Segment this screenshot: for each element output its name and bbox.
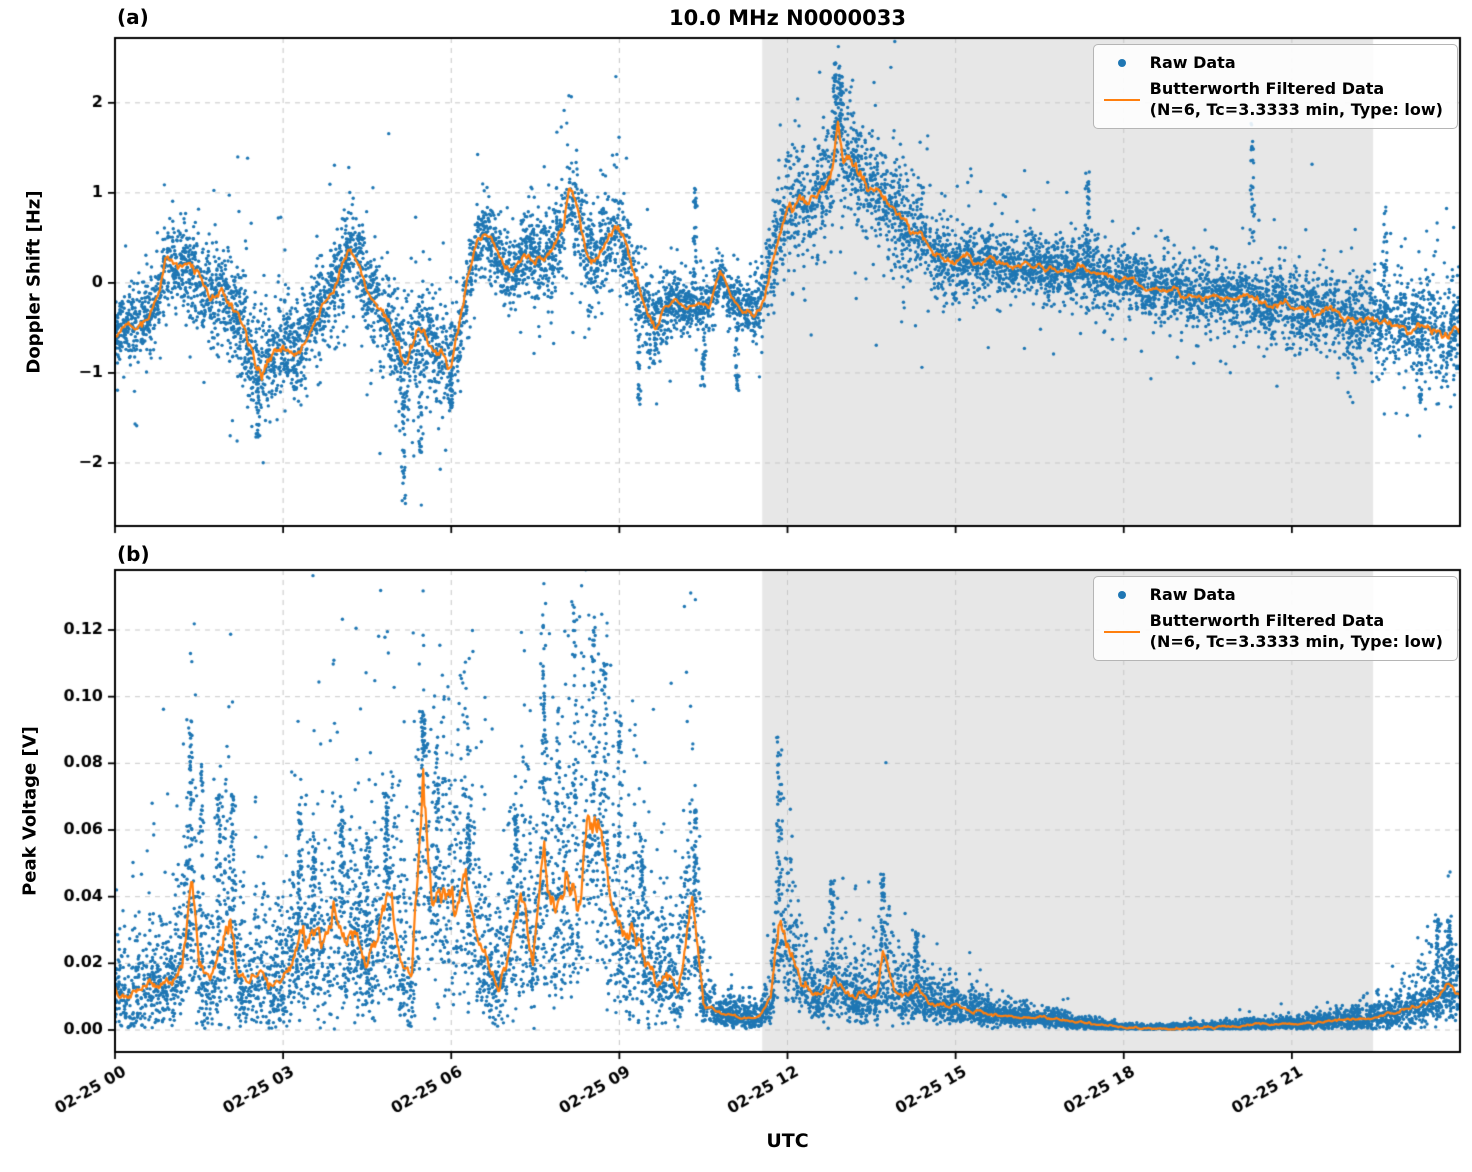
legend-filtered-label: Butterworth Filtered Data (N=6, Tc=3.333… bbox=[1150, 79, 1443, 121]
legend-filtered-label: Butterworth Filtered Data (N=6, Tc=3.333… bbox=[1150, 611, 1443, 653]
legend-raw-label: Raw Data bbox=[1149, 53, 1236, 72]
legend-filtered-label-line1: Butterworth Filtered Data bbox=[1149, 610, 1385, 630]
legend-panel-b: Raw Data Butterworth Filtered Data (N=6,… bbox=[1092, 576, 1458, 662]
legend-handle bbox=[1104, 59, 1140, 68]
legend-panel-a: Raw Data Butterworth Filtered Data (N=6,… bbox=[1092, 44, 1458, 130]
legend-entry-filtered: Butterworth Filtered Data (N=6, Tc=3.333… bbox=[1103, 611, 1443, 653]
filtered-line-icon bbox=[1103, 630, 1140, 633]
y-axis-label-doppler: Doppler Shift [Hz] bbox=[23, 190, 45, 374]
legend-handle bbox=[1103, 630, 1140, 633]
legend-handle bbox=[1103, 98, 1140, 101]
legend-raw-label: Raw Data bbox=[1149, 585, 1236, 604]
panel-a-label: (a) bbox=[117, 5, 149, 29]
legend-filtered-label-line2: (N=6, Tc=3.3333 min, Type: low) bbox=[1149, 99, 1443, 119]
x-axis-label: UTC bbox=[766, 1130, 809, 1152]
filtered-line-icon bbox=[1103, 98, 1140, 101]
y-axis-label-voltage: Peak Voltage [V] bbox=[19, 726, 41, 896]
legend-entry-raw: Raw Data bbox=[1104, 585, 1443, 606]
panel-b-label: (b) bbox=[117, 542, 150, 566]
legend-entry-raw: Raw Data bbox=[1104, 53, 1443, 74]
legend-filtered-label-line1: Butterworth Filtered Data bbox=[1149, 78, 1385, 98]
legend-filtered-label-line2: (N=6, Tc=3.3333 min, Type: low) bbox=[1149, 631, 1443, 651]
legend-entry-filtered: Butterworth Filtered Data (N=6, Tc=3.333… bbox=[1103, 79, 1443, 121]
legend-handle bbox=[1104, 591, 1140, 600]
raw-data-dot-icon bbox=[1117, 59, 1126, 68]
figure-title: 10.0 MHz N0000033 bbox=[669, 6, 906, 30]
raw-data-dot-icon bbox=[1117, 591, 1126, 600]
